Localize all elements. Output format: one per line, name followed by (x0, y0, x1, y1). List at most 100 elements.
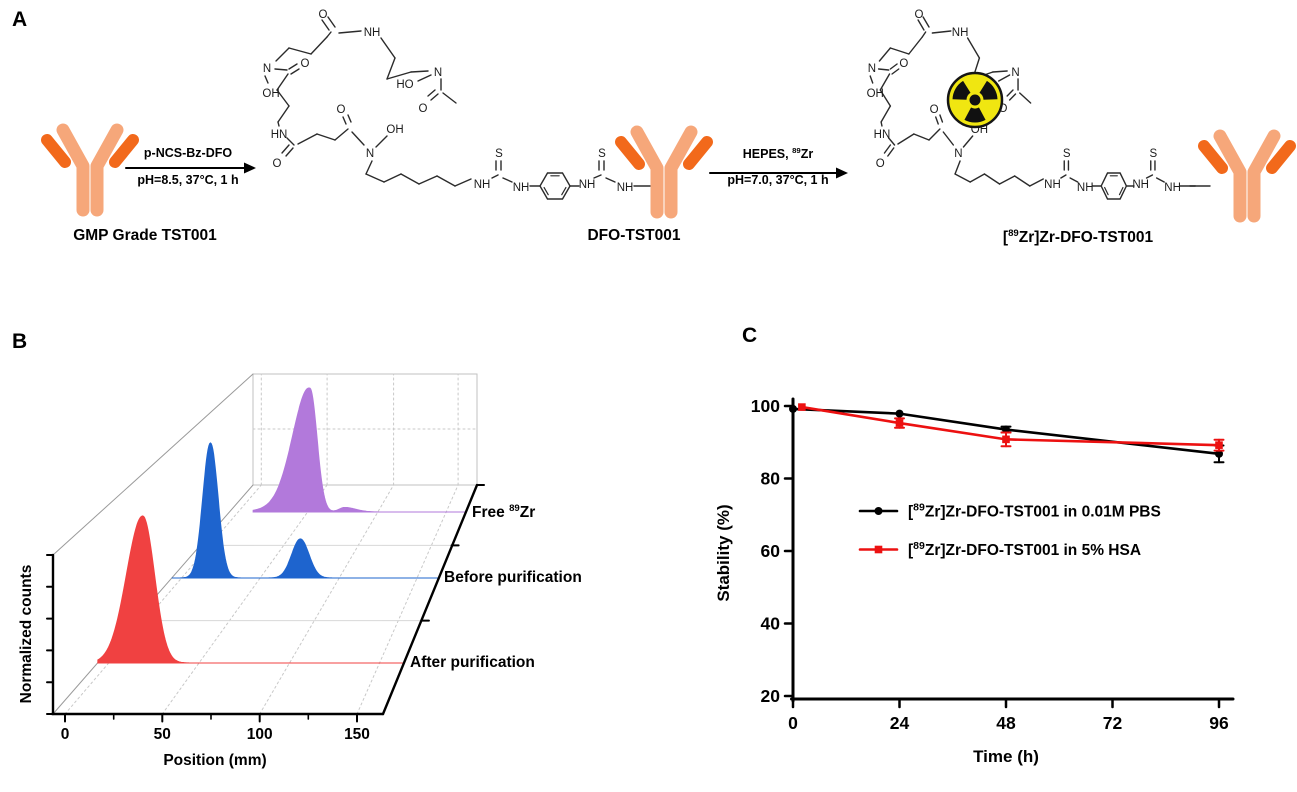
bond (998, 175, 1016, 185)
c-data-marker (798, 403, 806, 411)
atom-label: HN (874, 129, 891, 141)
atom-label: NH (952, 27, 969, 39)
bond (365, 173, 385, 183)
bond (386, 71, 412, 80)
atom-label: O (273, 158, 282, 170)
bond (593, 174, 602, 179)
bond (921, 31, 927, 38)
bond (942, 131, 955, 146)
c-x-tick-label: 72 (1103, 713, 1123, 733)
atom-label: NH (617, 182, 634, 194)
bond (400, 173, 420, 185)
atom-label: O (319, 9, 328, 21)
atom-label: NH (364, 27, 381, 39)
double-bond (281, 144, 290, 154)
atom-label: O (914, 9, 923, 21)
atom-label: O (899, 58, 908, 70)
double-bond (285, 147, 294, 157)
chart-b-y-axis-title: Normalized counts (18, 564, 35, 704)
bond (992, 70, 1008, 73)
bond (879, 73, 891, 91)
double-bond (288, 63, 298, 70)
product-label: [89Zr]Zr-DFO-TST001 (1002, 228, 1154, 247)
antibody-light-chain-right (683, 136, 713, 170)
c-x-tick-label: 48 (996, 713, 1016, 733)
atom-label: NH (1164, 182, 1181, 194)
antibody-icon (615, 125, 713, 219)
atom-label: NH (513, 182, 530, 194)
bond (878, 47, 892, 62)
c-legend-entry: [89Zr]Zr-DFO-TST001 in 5% HSA (858, 540, 1141, 559)
radiation-center-dot (969, 94, 981, 106)
waterfall-trace (252, 387, 467, 513)
panel-b-chart: 0 50 100 150 (46, 373, 485, 743)
antibody-heavy-chain-left (630, 125, 664, 219)
double-bond (889, 63, 898, 70)
antibody-heavy-chain-right (1247, 129, 1281, 223)
bond (889, 47, 910, 55)
bond (297, 133, 318, 145)
antibody-light-chain-right (109, 134, 139, 168)
bond (375, 135, 388, 148)
c-legend-label: [89Zr]Zr-DFO-TST001 in 5% HSA (908, 540, 1141, 559)
b-x-tick-label: 50 (154, 726, 171, 743)
chart-c-y-axis-title: Stability (%) (714, 504, 733, 602)
panel-c-letter: C (742, 324, 758, 347)
bond (931, 30, 952, 34)
antibody-light-chain-left (1198, 140, 1228, 174)
panel-b-letter: B (12, 330, 28, 353)
double-bond (883, 144, 892, 154)
atom-label: O (876, 158, 885, 170)
double-bond (430, 93, 439, 101)
atom-label: N (954, 148, 962, 160)
c-x-tick-label: 96 (1209, 713, 1229, 733)
floor-gridline (161, 484, 328, 715)
b-depth-axis (381, 483, 479, 716)
bond (1019, 92, 1032, 104)
atom-label: NH (1077, 182, 1094, 194)
bond (1069, 177, 1079, 183)
trace-area (252, 387, 466, 513)
bond (442, 92, 457, 104)
bond (417, 74, 432, 82)
atom-label: N (868, 63, 876, 75)
waterfall-trace (171, 442, 440, 579)
atom-label: S (1149, 148, 1157, 160)
bond (310, 36, 328, 55)
bond (605, 177, 616, 183)
bond (908, 36, 923, 55)
atom-label: OH (386, 124, 403, 136)
double-bond (347, 114, 352, 123)
reaction-arrow-2 (709, 167, 848, 179)
bond (954, 173, 971, 183)
arrow1-conditions-text: pH=8.5, 37°C, 1 h (137, 173, 239, 187)
bond (276, 73, 289, 91)
arrow2-conditions-text: pH=7.0, 37°C, 1 h (727, 173, 829, 187)
benzene-inner-bond (1104, 186, 1109, 196)
atom-label: S (598, 148, 606, 160)
c-y-tick-label: 80 (761, 469, 781, 489)
double-bond (887, 147, 895, 157)
panel-c-chart: 20 40 60 80 100 0 24 48 72 96 [89Zr]Zr-DFO-TST001 … (751, 396, 1235, 733)
arrow-head (244, 162, 256, 174)
antibody-icon (1198, 129, 1296, 223)
double-bond (342, 116, 347, 125)
antibody-light-chain-right (1266, 140, 1296, 174)
antibody-heavy-chain-right (664, 125, 698, 219)
c-series (798, 403, 1225, 452)
series-label-before-purification: Before purification (444, 569, 582, 586)
floor-gridline (259, 484, 395, 715)
antibody-light-chain-left (615, 136, 645, 170)
atom-label: N (263, 63, 271, 75)
atom-label: S (495, 148, 503, 160)
bond (288, 47, 312, 55)
bond (928, 128, 941, 141)
bond (1013, 175, 1031, 187)
c-x-tick-label: 24 (890, 713, 910, 733)
atom-label: O (419, 103, 428, 115)
bond (274, 68, 288, 71)
bond (869, 75, 874, 84)
atom-label: N (434, 67, 442, 79)
